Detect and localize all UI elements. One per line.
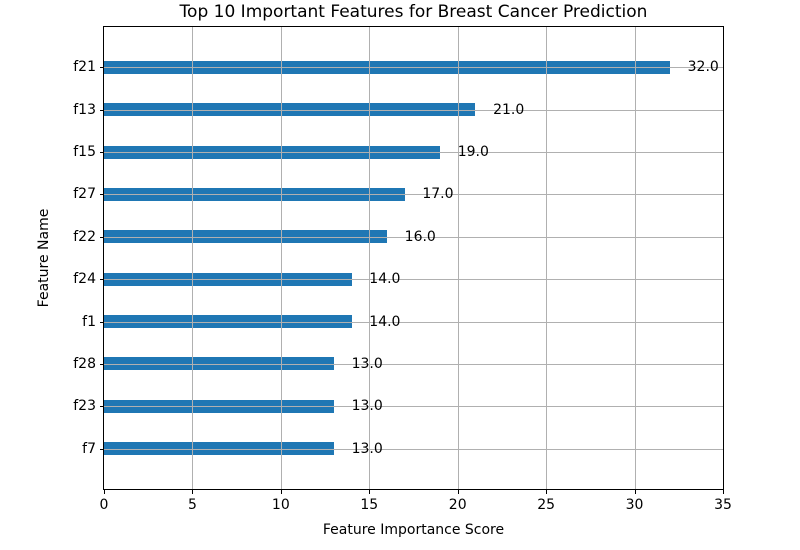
- bar-value-label-f27: 17.0: [422, 186, 454, 203]
- y-tick-label-f27: f27: [73, 186, 96, 203]
- chart-title: Top 10 Important Features for Breast Can…: [179, 2, 648, 22]
- y-tick-mark: [100, 194, 104, 196]
- bar-value-label-f24: 14.0: [369, 271, 401, 288]
- gridline-x: [457, 27, 459, 489]
- x-tick-label-5: 5: [187, 497, 197, 513]
- y-tick-mark: [100, 109, 104, 111]
- y-tick-label-f1: f1: [82, 313, 96, 330]
- y-tick-mark: [100, 448, 104, 450]
- y-tick-mark: [100, 321, 104, 323]
- x-tick-label-0: 0: [99, 497, 109, 513]
- y-tick-mark: [100, 406, 104, 408]
- gridline-y: [104, 67, 723, 69]
- x-tick-mark: [192, 490, 194, 494]
- plot-area: 32.0 21.0 19.0 17.0 16.0 14.0 14.0 13.0 13.0 13.0: [103, 26, 724, 490]
- bar-value-label-f13: 21.0: [493, 101, 525, 118]
- x-tick-mark: [634, 490, 636, 494]
- gridline-y: [104, 152, 723, 154]
- y-tick-label-f28: f28: [73, 355, 96, 372]
- y-tick-mark: [100, 279, 104, 281]
- gridline-y: [104, 236, 723, 238]
- gridline-y: [104, 321, 723, 323]
- x-tick-mark: [280, 490, 282, 494]
- gridline-x: [192, 27, 194, 489]
- gridline-y: [104, 406, 723, 408]
- x-tick-label-30: 30: [625, 497, 644, 513]
- y-tick-label-f15: f15: [73, 144, 96, 161]
- x-tick-mark: [104, 490, 105, 494]
- y-axis-label: Feature Name: [36, 208, 52, 308]
- gridline-x: [369, 27, 371, 489]
- gridline-y: [104, 363, 723, 365]
- bar-value-label-f21: 32.0: [687, 59, 719, 76]
- x-tick-label-10: 10: [271, 497, 290, 513]
- gridline-x: [280, 27, 282, 489]
- y-tick-label-f21: f21: [73, 59, 96, 76]
- y-tick-label-f7: f7: [82, 440, 96, 457]
- gridline-x: [546, 27, 548, 489]
- x-axis-label: Feature Importance Score: [322, 522, 505, 538]
- x-tick-mark: [546, 490, 548, 494]
- bar-value-label-f28: 13.0: [351, 355, 383, 372]
- gridline-y: [104, 279, 723, 281]
- y-tick-label-f22: f22: [73, 228, 96, 245]
- x-tick-label-20: 20: [448, 497, 467, 513]
- x-tick-mark: [369, 490, 371, 494]
- bar-value-label-f23: 13.0: [351, 398, 383, 415]
- y-tick-label-f13: f13: [73, 101, 96, 118]
- bar-value-label-f1: 14.0: [369, 313, 401, 330]
- y-tick-mark: [100, 152, 104, 154]
- gridline-y: [104, 194, 723, 196]
- x-tick-label-15: 15: [360, 497, 379, 513]
- y-tick-label-f23: f23: [73, 398, 96, 415]
- y-tick-label-f24: f24: [73, 271, 96, 288]
- x-tick-mark: [457, 490, 459, 494]
- bar-value-label-f22: 16.0: [404, 228, 436, 245]
- y-tick-mark: [100, 67, 104, 69]
- y-tick-mark: [100, 236, 104, 238]
- gridline-y: [104, 109, 723, 111]
- gridline-x: [634, 27, 636, 489]
- bar-value-label-f7: 13.0: [351, 440, 383, 457]
- gridline-y: [104, 448, 723, 450]
- x-tick-label-25: 25: [537, 497, 556, 513]
- y-tick-mark: [100, 363, 104, 365]
- x-tick-mark: [723, 490, 724, 494]
- x-tick-label-35: 35: [714, 497, 732, 513]
- bar-value-label-f15: 19.0: [457, 144, 489, 161]
